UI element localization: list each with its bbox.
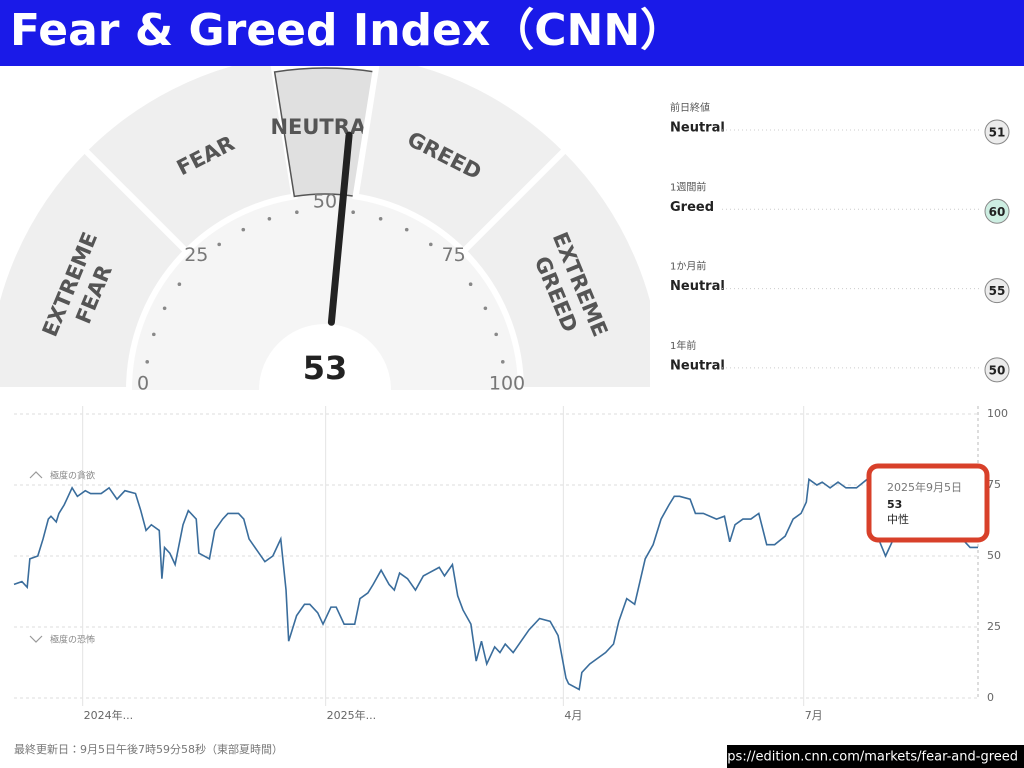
history-rating: Neutral <box>670 121 725 136</box>
gauge-dot <box>483 306 488 311</box>
gauge-tick-label: 100 <box>489 373 525 395</box>
x-tick-label: 2025年... <box>327 708 376 722</box>
history-value: 51 <box>989 126 1006 140</box>
gauge-overlay: 53 <box>303 131 353 387</box>
gauge-band <box>459 145 650 390</box>
source-url: https://edition.cnn.com/markets/fear-and… <box>709 750 1018 765</box>
gauge-dot <box>494 332 498 337</box>
annotation: 極度の貪欲 <box>50 470 95 482</box>
gauge-dot <box>267 217 272 221</box>
history-badge <box>984 198 1010 224</box>
gauge-dot <box>217 242 221 247</box>
y-tick-label: 0 <box>987 691 994 704</box>
gauge-dot <box>162 306 167 311</box>
gauge-band-label: NEUTRAL <box>270 115 379 139</box>
tooltip-date: 2025年9月5日 <box>887 480 962 494</box>
history-label: 前日終値 <box>670 101 710 114</box>
history-rating: Neutral <box>670 358 725 373</box>
page-title: Fear & Greed Index（CNN） <box>10 5 684 56</box>
gauge-dot <box>468 282 473 286</box>
x-tick-label: 7月 <box>805 709 823 722</box>
gauge-dot <box>145 360 150 364</box>
y-tick-label: 75 <box>987 478 1001 491</box>
history-badge <box>984 357 1010 383</box>
gauge-dot <box>295 210 299 215</box>
tooltip <box>866 463 990 543</box>
history-rating: Neutral <box>670 279 725 294</box>
gauge-inner <box>129 194 521 390</box>
gauge-tick-label: 50 <box>313 191 337 213</box>
title-bar <box>0 0 1024 66</box>
x-tick-label: 2024年... <box>84 708 133 722</box>
history-list: 前日終値 Neutral 51 1週間前 Greed 60 1か月前 Neutral 55 1年前… <box>670 101 1010 383</box>
gauge-dot <box>378 217 383 221</box>
history-badge <box>984 278 1010 304</box>
history-value: 50 <box>989 363 1006 377</box>
history-label: 1年前 <box>670 339 696 352</box>
gauge-dot <box>241 227 246 232</box>
gauge-dot <box>351 210 355 215</box>
tooltip-value: 53 <box>887 498 902 511</box>
y-tick-label: 25 <box>987 620 1001 633</box>
gauge-band <box>80 66 298 256</box>
index-line <box>13 477 978 691</box>
history-label: 1週間前 <box>670 180 706 193</box>
y-tick-label: 50 <box>987 549 1001 562</box>
gauge-dot <box>429 242 433 247</box>
annotation-icon <box>29 635 43 643</box>
history-value: 55 <box>989 284 1006 298</box>
gauge-needle <box>327 131 353 326</box>
gauge-tick-label: 0 <box>137 373 149 395</box>
annotation: 極度の恐怖 <box>50 634 95 646</box>
gauge-dot <box>500 360 505 364</box>
tooltip-rating: 中性 <box>887 512 909 526</box>
history-label: 1か月前 <box>670 260 706 273</box>
footer: 最終更新日：9月5日午後7時59分58秒（東部夏時間） <box>14 742 283 756</box>
gauge-value: 53 <box>303 349 348 387</box>
gauge-dot <box>152 332 156 337</box>
gauge-dot <box>404 227 409 232</box>
gauge-tick-label: 75 <box>442 244 466 266</box>
history-value: 60 <box>989 205 1006 219</box>
gauge-hub <box>259 324 391 390</box>
annotation-icon <box>29 471 43 479</box>
gauge-band-label-line: NEUTRAL <box>270 115 379 139</box>
x-tick-label: 4月 <box>564 709 582 722</box>
y-tick-label: 100 <box>987 407 1008 420</box>
gauge-dot <box>177 282 182 286</box>
history-badge <box>984 119 1010 145</box>
url-box <box>727 745 1024 768</box>
history-rating: Greed <box>670 200 714 215</box>
line-chart: 0 25 50 75 100 2024年... 2025年... 4月 7月 極度の貪欲極度の恐怖… <box>13 406 1008 722</box>
gauge-tick-label: 25 <box>184 244 208 266</box>
